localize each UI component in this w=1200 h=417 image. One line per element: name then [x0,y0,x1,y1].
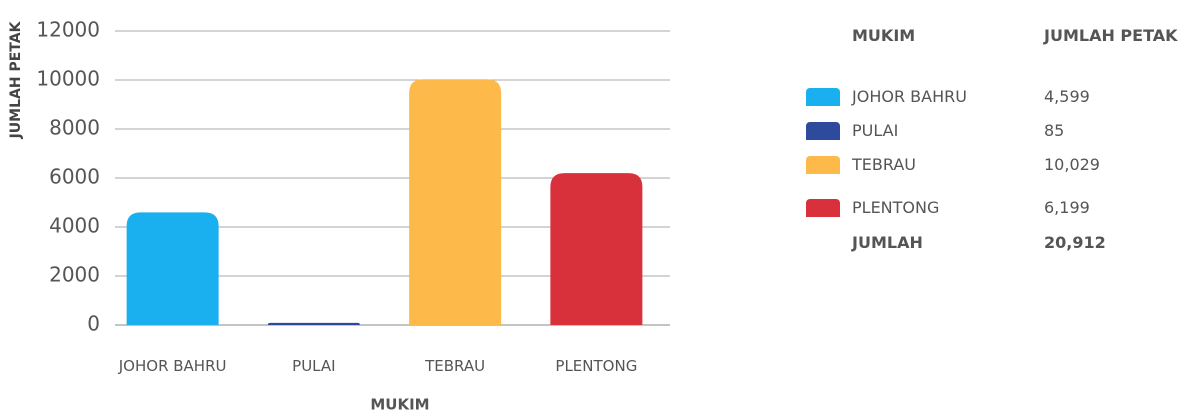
legend-swatch [806,156,840,174]
bar [126,212,219,325]
y-tick-label: 12000 [36,18,100,42]
legend-swatch [806,199,840,217]
x-axis-label: MUKIM [370,396,429,414]
bar [267,322,360,325]
y-tick-label: 6000 [49,165,100,189]
legend-label: TEBRAU [852,155,916,174]
total-label: JUMLAH [852,233,923,252]
legend-swatch [806,122,840,140]
x-tick-label: PLENTONG [555,357,638,375]
y-axis-label: JUMLAH PETAK [8,20,24,139]
x-tick-label: JOHOR BAHRU [118,357,227,375]
y-tick-label: 4000 [49,214,100,238]
legend-label: PLENTONG [852,198,940,217]
table-header: JUMLAH PETAK [1044,26,1178,45]
x-tick-label: PULAI [292,357,336,375]
legend-label: PULAI [852,121,899,140]
bar [550,173,643,325]
table-value: 85 [1044,121,1065,140]
table-value: 10,029 [1044,155,1100,174]
table-value: 6,199 [1044,198,1090,217]
legend-label: JOHOR BAHRU [852,87,967,106]
y-tick-label: 8000 [49,116,100,140]
y-tick-label: 10000 [36,67,100,91]
x-tick-label: TEBRAU [425,357,486,375]
table-value: 4,599 [1044,87,1090,106]
y-tick-label: 2000 [49,263,100,287]
y-tick-label: 0 [87,312,100,336]
total-value: 20,912 [1044,233,1106,252]
table-header: MUKIM [852,26,916,45]
bar [409,79,502,326]
legend-swatch [806,88,840,106]
